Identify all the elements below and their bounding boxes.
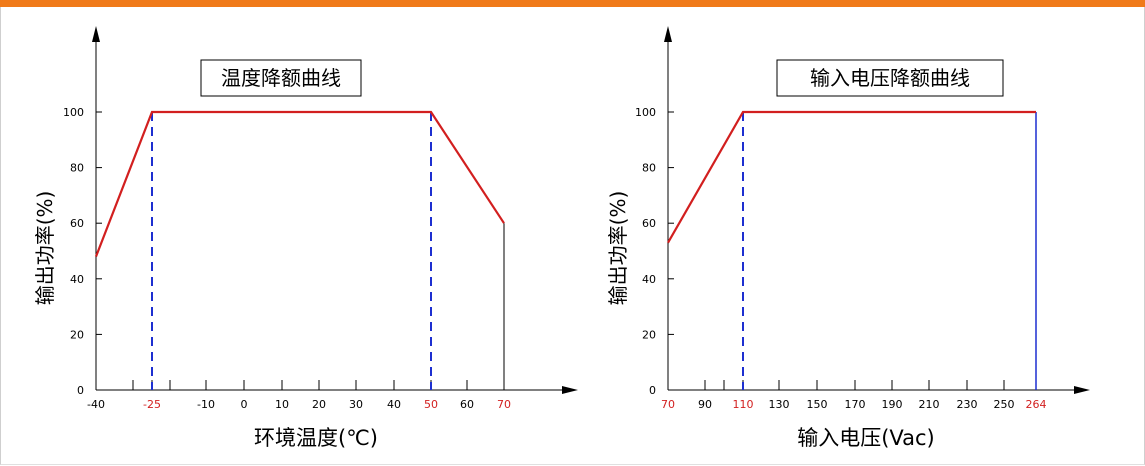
derating-curve — [94, 110, 505, 257]
y-tick-label: 100 — [635, 106, 656, 119]
x-tick-label: 150 — [807, 398, 828, 411]
x-tick-label: 50 — [424, 398, 438, 411]
x-axis-label: 环境温度(℃) — [254, 426, 378, 450]
x-tick-label: 10 — [275, 398, 289, 411]
chart-title-box — [200, 59, 362, 97]
y-tick-label: 80 — [642, 162, 656, 175]
derating-curve — [667, 110, 1036, 244]
x-tick-label: 110 — [733, 398, 754, 411]
voltage-derating-chart: 0 20 40 60 80 100 70 90 110 130 150 170 190 210 230 250… — [606, 26, 1090, 450]
x-tick-label: 250 — [994, 398, 1015, 411]
temperature-derating-chart: 0 20 40 60 80 100 -40 -25 -10 0 10 20 30 40 50 60 70 温度降额… — [33, 26, 578, 450]
x-tick-label: 170 — [845, 398, 866, 411]
x-tick-label: 70 — [497, 398, 511, 411]
x-tick-label: 210 — [919, 398, 940, 411]
x-tick-label: 60 — [460, 398, 474, 411]
y-tick-label: 0 — [77, 384, 84, 397]
x-tick-label: -40 — [87, 398, 105, 411]
y-axis-label: 输出功率(%) — [33, 191, 57, 306]
x-axis-label: 输入电压(Vac) — [797, 426, 935, 450]
y-tick-label: 40 — [70, 273, 84, 286]
y-tick-label: 100 — [63, 106, 84, 119]
y-axis-arrow-icon — [92, 26, 100, 42]
x-tick-label: 20 — [312, 398, 326, 411]
x-tick-label: 70 — [661, 398, 675, 411]
chart-title-box — [776, 59, 1004, 97]
x-axis-arrow-icon — [1074, 386, 1090, 394]
x-tick-label: 190 — [882, 398, 903, 411]
y-tick-label: 60 — [70, 217, 84, 230]
y-axis-label: 输出功率(%) — [606, 191, 630, 306]
x-tick-label: 230 — [957, 398, 978, 411]
chart-title: 温度降额曲线 — [221, 66, 341, 90]
y-tick-label: 80 — [70, 162, 84, 175]
x-tick-label: -10 — [197, 398, 215, 411]
x-tick-label: 0 — [241, 398, 248, 411]
x-tick-label: 264 — [1026, 398, 1047, 411]
chart-title: 输入电压降额曲线 — [810, 66, 970, 90]
x-tick-label: -25 — [143, 398, 161, 411]
y-axis-arrow-icon — [664, 26, 672, 42]
x-axis-arrow-icon — [562, 386, 578, 394]
y-tick-label: 20 — [70, 328, 84, 341]
y-tick-label: 20 — [642, 328, 656, 341]
accent-bar — [0, 0, 1145, 7]
y-tick-label: 60 — [642, 217, 656, 230]
y-tick-label: 0 — [649, 384, 656, 397]
x-tick-label: 30 — [349, 398, 363, 411]
x-tick-label: 90 — [698, 398, 712, 411]
y-tick-label: 40 — [642, 273, 656, 286]
x-tick-label: 40 — [387, 398, 401, 411]
x-tick-label: 130 — [769, 398, 790, 411]
